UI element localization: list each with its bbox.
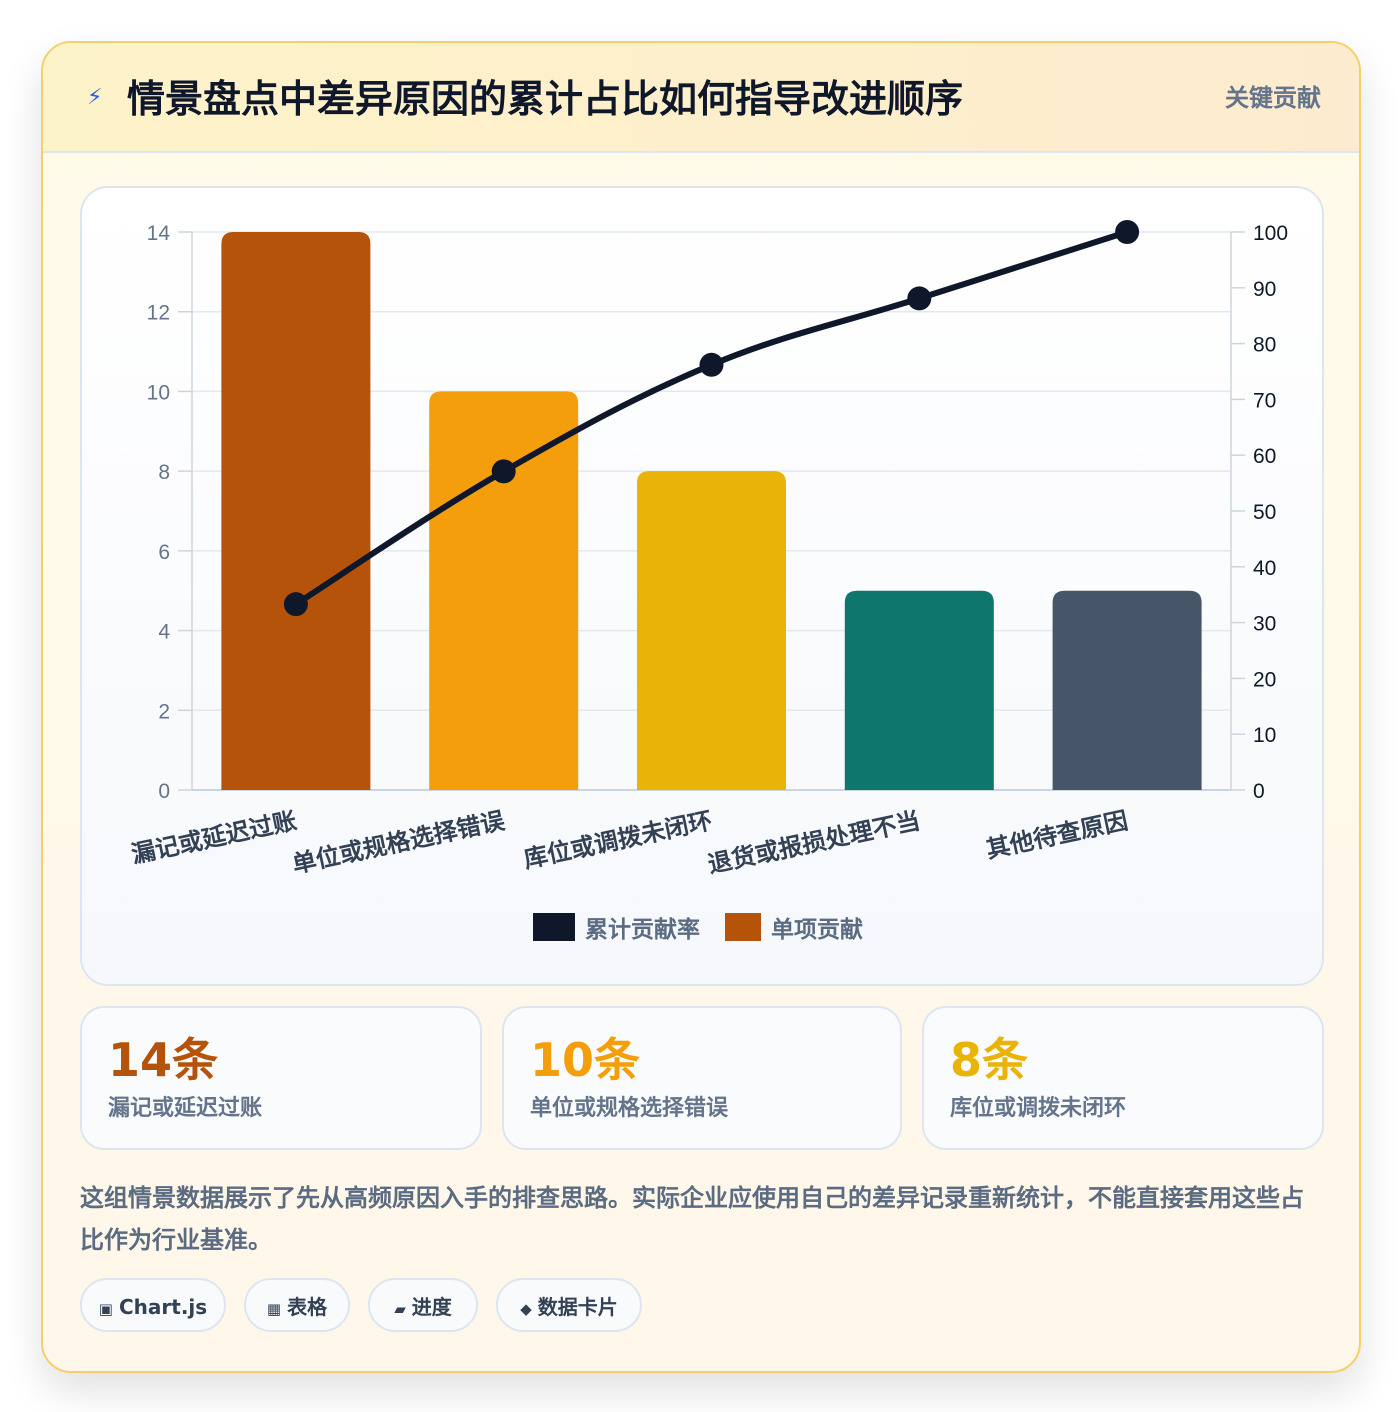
stat-card-3: 8条 库位或调拨未闭环 bbox=[922, 1006, 1324, 1150]
tag-label: 表格 bbox=[287, 1295, 328, 1319]
y-right-tick-label: 60 bbox=[1253, 445, 1276, 468]
note-text: 这组情景数据展示了先从高频原因入手的排查思路。实际企业应使用自己的差异记录重新统… bbox=[80, 1184, 1304, 1254]
lightning-icon: ⚡ bbox=[87, 85, 103, 110]
legend-swatch bbox=[725, 913, 761, 941]
cumulative-point-1 bbox=[283, 592, 308, 617]
y-right-tick-label: 30 bbox=[1253, 613, 1276, 636]
stat-card-1: 14条 漏记或延迟过账 bbox=[80, 1006, 482, 1150]
bar-1 bbox=[221, 232, 371, 790]
bar-4 bbox=[844, 590, 994, 790]
y-right-tick-label: 0 bbox=[1253, 780, 1265, 803]
header-badge: 关键贡献 bbox=[1225, 84, 1321, 112]
cumulative-point-3 bbox=[699, 352, 724, 377]
stat-card-2: 10条 单位或规格选择错误 bbox=[502, 1006, 902, 1150]
y-right-tick-label: 20 bbox=[1253, 668, 1276, 691]
stat-value: 8条 bbox=[950, 1033, 1029, 1087]
cumulative-point-4 bbox=[907, 286, 932, 311]
grid-icon: ▦ bbox=[266, 1300, 282, 1318]
progress-icon: ▰ bbox=[394, 1300, 406, 1318]
x-tick-label: 漏记或延迟过账 bbox=[129, 807, 299, 868]
tag-label: 进度 bbox=[411, 1295, 452, 1319]
stat-value: 10条 bbox=[530, 1033, 641, 1087]
stat-value: 14条 bbox=[108, 1033, 219, 1087]
y-left-tick-label: 14 bbox=[147, 222, 171, 245]
cumulative-point-5 bbox=[1115, 220, 1140, 244]
y-left-tick-label: 8 bbox=[158, 461, 170, 484]
bar-2 bbox=[429, 391, 579, 790]
stat-label: 单位或规格选择错误 bbox=[530, 1096, 729, 1121]
bar-5 bbox=[1052, 590, 1202, 790]
tag-table[interactable]: ▦ 表格 bbox=[244, 1278, 350, 1332]
y-right-tick-label: 90 bbox=[1253, 278, 1276, 301]
card-header: ⚡ 情景盘点中差异原因的累计占比如何指导改进顺序 关键贡献 bbox=[43, 43, 1359, 153]
y-right-tick-label: 40 bbox=[1253, 557, 1276, 580]
tag-progress[interactable]: ▰ 进度 bbox=[368, 1278, 478, 1332]
cumulative-point-2 bbox=[491, 459, 516, 484]
y-right-tick-label: 70 bbox=[1253, 389, 1276, 412]
y-right-tick-label: 80 bbox=[1253, 334, 1276, 357]
square-icon: ▣ bbox=[98, 1300, 113, 1318]
x-tick-label: 退货或报损处理不当 bbox=[705, 806, 922, 878]
y-left-tick-label: 0 bbox=[158, 780, 170, 803]
tag-data-card[interactable]: ◆ 数据卡片 bbox=[496, 1278, 642, 1332]
y-right-tick-label: 10 bbox=[1253, 724, 1276, 747]
y-right-tick-label: 100 bbox=[1253, 222, 1288, 245]
chart-panel: 0 2 4 6 8 10 12 14 0 10 20 30 40 50 60 70 80 90 100 漏记或延迟过账… bbox=[80, 186, 1324, 986]
bar-3 bbox=[637, 471, 786, 790]
y-left-tick-label: 6 bbox=[158, 541, 170, 564]
y-left-tick-label: 12 bbox=[147, 302, 170, 325]
y-right-tick-label: 50 bbox=[1253, 501, 1276, 524]
stat-label: 漏记或延迟过账 bbox=[108, 1096, 263, 1121]
y-left-tick-label: 4 bbox=[158, 621, 170, 644]
tag-chartjs[interactable]: ▣ Chart.js bbox=[80, 1278, 226, 1332]
y-left-tick-label: 2 bbox=[158, 700, 170, 723]
legend-label: 单项贡献 bbox=[771, 916, 863, 942]
page-title: 情景盘点中差异原因的累计占比如何指导改进顺序 bbox=[127, 77, 964, 121]
stat-label: 库位或调拨未闭环 bbox=[950, 1096, 1127, 1121]
tag-label: 数据卡片 bbox=[537, 1295, 618, 1319]
x-tick-label: 单位或规格选择错误 bbox=[290, 806, 508, 879]
legend-label: 累计贡献率 bbox=[585, 916, 700, 942]
legend-swatch bbox=[533, 913, 575, 941]
x-tick-label: 其他待查原因 bbox=[984, 807, 1130, 863]
tag-label: Chart.js bbox=[118, 1295, 208, 1319]
pareto-chart: 0 2 4 6 8 10 12 14 0 10 20 30 40 50 60 70 80 90 100 漏记或延迟过账… bbox=[129, 220, 1288, 942]
x-tick-label: 库位或调拨未闭环 bbox=[521, 806, 715, 873]
chart-card: ⚡ 情景盘点中差异原因的累计占比如何指导改进顺序 关键贡献 0 2 4 6 8 10 12 1… bbox=[41, 41, 1361, 1373]
y-left-tick-label: 10 bbox=[147, 381, 170, 404]
diamond-icon: ◆ bbox=[520, 1300, 532, 1318]
